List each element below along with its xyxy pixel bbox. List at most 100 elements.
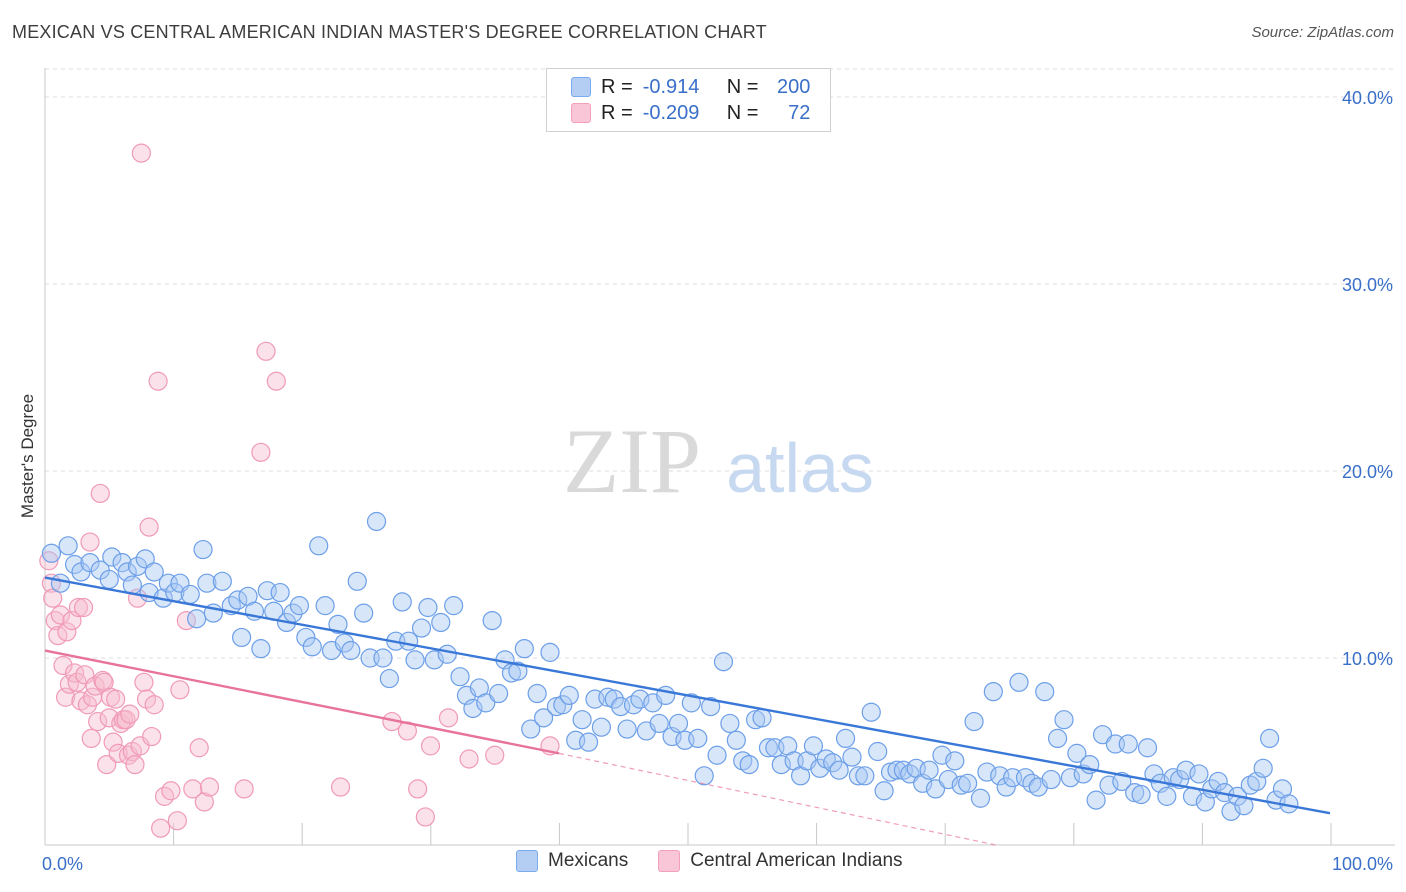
mexicans-point — [919, 760, 939, 780]
mexicans-point — [803, 736, 824, 756]
mexicans-trend-line — [44, 576, 1331, 815]
cai-point — [151, 818, 171, 838]
cai-point — [144, 695, 164, 715]
mexicans-point — [771, 754, 791, 775]
mexicans-point — [848, 766, 869, 786]
mexicans-point — [354, 603, 374, 623]
mexicans-point — [578, 732, 599, 752]
mexicans-point — [228, 590, 248, 610]
mexicans-point — [1131, 784, 1151, 805]
mexicans-point — [868, 741, 888, 762]
mexicans-point — [540, 642, 560, 662]
legend-row-cai: R = -0.209 N = 72 — [571, 101, 810, 125]
mexicans-point — [144, 562, 164, 582]
cai-point — [330, 777, 351, 797]
mexicans-point — [823, 753, 843, 773]
cai-point — [39, 551, 59, 571]
series-central-american-indians — [39, 143, 560, 838]
legend-r-label: R = — [601, 101, 633, 124]
mexicans-point — [41, 543, 62, 563]
mexicans-point — [1086, 790, 1106, 810]
mexicans-point — [996, 777, 1016, 797]
cai-point — [438, 708, 459, 728]
mexicans-point — [180, 584, 200, 605]
mexicans-point — [874, 781, 894, 801]
mexicans-point — [341, 640, 361, 661]
mexicans-point — [855, 766, 875, 786]
watermark-zip: ZIP — [563, 410, 701, 512]
mexicans-point — [1047, 728, 1068, 749]
trend-lines — [44, 576, 1331, 846]
legend-swatch-pink — [571, 103, 591, 123]
mexicans-point — [553, 695, 573, 715]
mexicans-point — [193, 539, 213, 560]
bottom-legend-swatch-pink — [658, 850, 681, 872]
mexicans-point — [668, 713, 689, 734]
mexicans-point — [289, 596, 310, 616]
mexicans-point — [945, 751, 965, 771]
mexicans-point — [392, 592, 412, 612]
cai-point — [170, 680, 190, 700]
mexicans-point — [315, 596, 335, 616]
mexicans-point — [405, 650, 425, 670]
mexicans-point — [752, 708, 772, 728]
cai-point — [251, 442, 271, 462]
y-tick-label: 30.0% — [1342, 275, 1393, 295]
mexicans-point — [739, 754, 759, 775]
mexicans-point — [1176, 760, 1196, 780]
watermark-atlas: atlas — [726, 429, 874, 507]
mexicans-point — [309, 536, 329, 556]
cai-point — [59, 674, 80, 694]
cai-trend-extension — [558, 752, 997, 846]
mexicans-point — [347, 571, 367, 591]
cai-point — [120, 704, 140, 724]
cai-point — [408, 779, 428, 799]
gridlines — [45, 68, 1395, 659]
cai-point — [459, 749, 479, 769]
cai-point — [81, 728, 101, 749]
y-tick-label: 40.0% — [1342, 88, 1393, 108]
mexicans-point — [476, 693, 496, 713]
y-tick-label: 20.0% — [1342, 462, 1393, 482]
mexicans-point — [1035, 682, 1055, 702]
cai-point — [134, 672, 154, 692]
cai-point — [68, 597, 89, 618]
mexicans-point — [694, 766, 714, 786]
mexicans-point — [450, 667, 470, 687]
mexicans-point — [1118, 734, 1138, 754]
mexicans-point — [649, 713, 669, 734]
axes — [44, 68, 1395, 846]
mexicans-point — [1157, 786, 1177, 806]
mexicans-point — [197, 573, 217, 593]
mexicans-point — [707, 745, 727, 765]
legend-r-value: -0.914 — [642, 75, 700, 98]
legend-n-value: 200 — [777, 75, 811, 98]
cai-point — [97, 754, 117, 775]
mexicans-point — [861, 702, 881, 722]
mexicans-point — [328, 614, 348, 634]
cai-point — [131, 143, 151, 163]
mexicans-point — [366, 511, 387, 532]
mexicans-point — [80, 553, 100, 573]
mexicans-point — [187, 609, 207, 629]
cai-point — [80, 532, 100, 552]
cai-trend-line — [44, 649, 560, 755]
cai-point — [183, 779, 203, 799]
mexicans-point — [411, 618, 432, 638]
mexicans-point — [970, 788, 991, 808]
mexicans-point — [1260, 728, 1280, 749]
legend-swatch-blue — [571, 77, 591, 97]
source-credit: Source: ZipAtlas.com — [1251, 24, 1394, 41]
cai-point — [53, 655, 73, 676]
mexicans-point — [964, 711, 984, 732]
mexicans-point — [533, 708, 554, 728]
mexicans-point — [99, 569, 119, 590]
tick-labels: 10.0% 20.0% 30.0% 40.0% 0.0% 100.0% — [42, 88, 1393, 874]
cai-point — [125, 754, 145, 775]
mexicans-point — [135, 549, 155, 569]
mexicans-point — [1144, 764, 1164, 784]
mexicans-point — [1137, 738, 1158, 758]
cai-point — [266, 371, 286, 391]
mexicans-point — [489, 683, 509, 704]
